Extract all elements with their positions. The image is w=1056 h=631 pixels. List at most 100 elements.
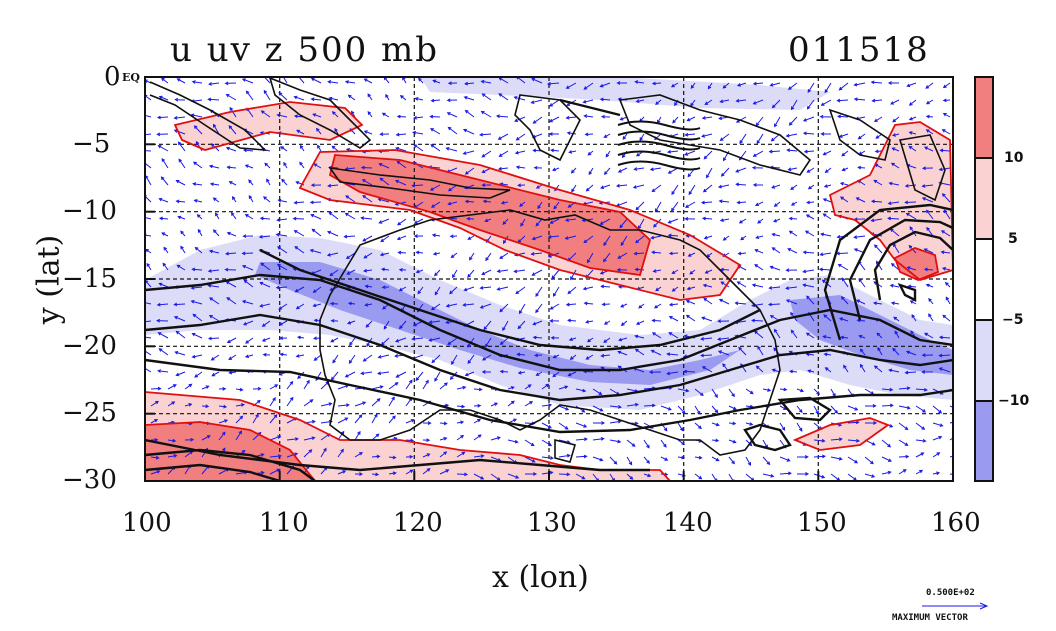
wind-vector: [303, 399, 314, 407]
wind-vector: [671, 286, 679, 292]
wind-vector: [481, 354, 492, 361]
wind-vector: [685, 201, 696, 208]
wind-vector: [840, 296, 849, 305]
wind-vector: [377, 354, 390, 359]
wind-vector: [156, 132, 169, 137]
wind-vector: [225, 251, 237, 256]
wind-vector: [312, 286, 322, 293]
wind-vector: [739, 133, 747, 145]
wind-vector: [178, 158, 186, 169]
wind-vector: [293, 95, 305, 101]
wind-vector: [941, 193, 951, 203]
wind-vector: [626, 402, 639, 407]
wind-vector: [915, 387, 928, 392]
wind-vector: [905, 212, 917, 220]
wind-vector: [411, 336, 424, 341]
wind-vector: [928, 297, 934, 305]
wind-vector: [570, 269, 577, 281]
wind-vector: [439, 451, 448, 458]
wind-vector: [859, 348, 866, 356]
wind-vector: [565, 115, 577, 120]
wind-vector: [853, 97, 866, 102]
wind-vector: [452, 269, 458, 279]
wind-vector: [769, 82, 781, 87]
wind-vector: [767, 302, 781, 307]
wind-vector: [184, 383, 193, 390]
wind-vector: [736, 82, 747, 87]
wind-vector: [379, 177, 390, 186]
wind-vector: [513, 269, 526, 274]
wind-vector: [541, 403, 553, 408]
wind-vector: [193, 125, 203, 135]
wind-vector: [609, 419, 622, 424]
wind-vector: [549, 303, 560, 310]
wind-vector: [532, 335, 543, 340]
wind-vector: [735, 167, 747, 173]
wind-vector: [485, 337, 492, 348]
wind-vector: [399, 95, 407, 101]
wind-vector: [870, 218, 883, 223]
wind-vector: [294, 286, 305, 293]
wind-vector: [942, 314, 951, 322]
wind-vector: [938, 367, 951, 373]
wind-vector: [754, 249, 764, 254]
wind-vector: [805, 332, 815, 339]
wind-vector: [565, 82, 577, 89]
wind-vector: [447, 201, 458, 206]
wind-vector: [802, 116, 815, 122]
wind-vector: [396, 235, 407, 241]
wind-vector: [745, 422, 754, 426]
wind-vector: [583, 301, 594, 306]
wind-vector: [558, 472, 571, 477]
wind-vector: [481, 370, 492, 374]
wind-vector: [428, 320, 441, 325]
wind-vector: [173, 302, 186, 307]
wind-vector: [643, 473, 652, 478]
wind-vector: [490, 402, 499, 407]
wind-vector: [701, 216, 713, 221]
wind-vector: [361, 179, 373, 186]
wind-vector: [870, 199, 883, 204]
wind-vector: [312, 303, 322, 308]
wind-vector: [252, 413, 259, 424]
wind-vector: [201, 435, 211, 441]
wind-vector: [677, 439, 686, 445]
wind-vector: [163, 246, 169, 254]
wind-vector: [450, 252, 458, 259]
wind-vector: [261, 320, 271, 327]
wind-vector: [633, 251, 645, 256]
wind-vector: [909, 300, 917, 305]
wind-vector: [480, 79, 492, 84]
wind-vector: [652, 269, 662, 273]
wind-vector: [751, 165, 764, 170]
wind-vector: [736, 200, 747, 205]
wind-vector: [738, 218, 747, 224]
wind-vector: [245, 337, 254, 344]
wind-vector: [463, 286, 475, 292]
wind-vector: [552, 286, 560, 297]
wind-vector: [856, 299, 866, 305]
wind-vector: [711, 388, 718, 399]
wind-vector: [881, 439, 892, 448]
wind-vector: [677, 388, 690, 393]
wind-vector: [464, 81, 475, 86]
wind-vector: [558, 453, 571, 458]
x-tick-150: 150: [797, 508, 847, 538]
wind-vector: [567, 286, 577, 295]
wind-vector: [432, 79, 441, 84]
wind-vector: [276, 263, 288, 271]
wind-vector: [364, 303, 373, 307]
wind-vector: [564, 218, 577, 222]
wind-vector: [292, 216, 305, 221]
wind-vector: [481, 183, 492, 187]
wind-vector: [701, 133, 713, 138]
wind-vector: [771, 247, 781, 254]
wind-vector: [888, 181, 900, 186]
wind-vector: [779, 422, 786, 431]
wind-vector: [320, 447, 327, 458]
wind-vector: [473, 418, 482, 424]
wind-vector: [619, 116, 628, 121]
wind-vector: [224, 81, 237, 86]
wind-vector: [192, 161, 203, 169]
wind-vector: [262, 77, 271, 84]
